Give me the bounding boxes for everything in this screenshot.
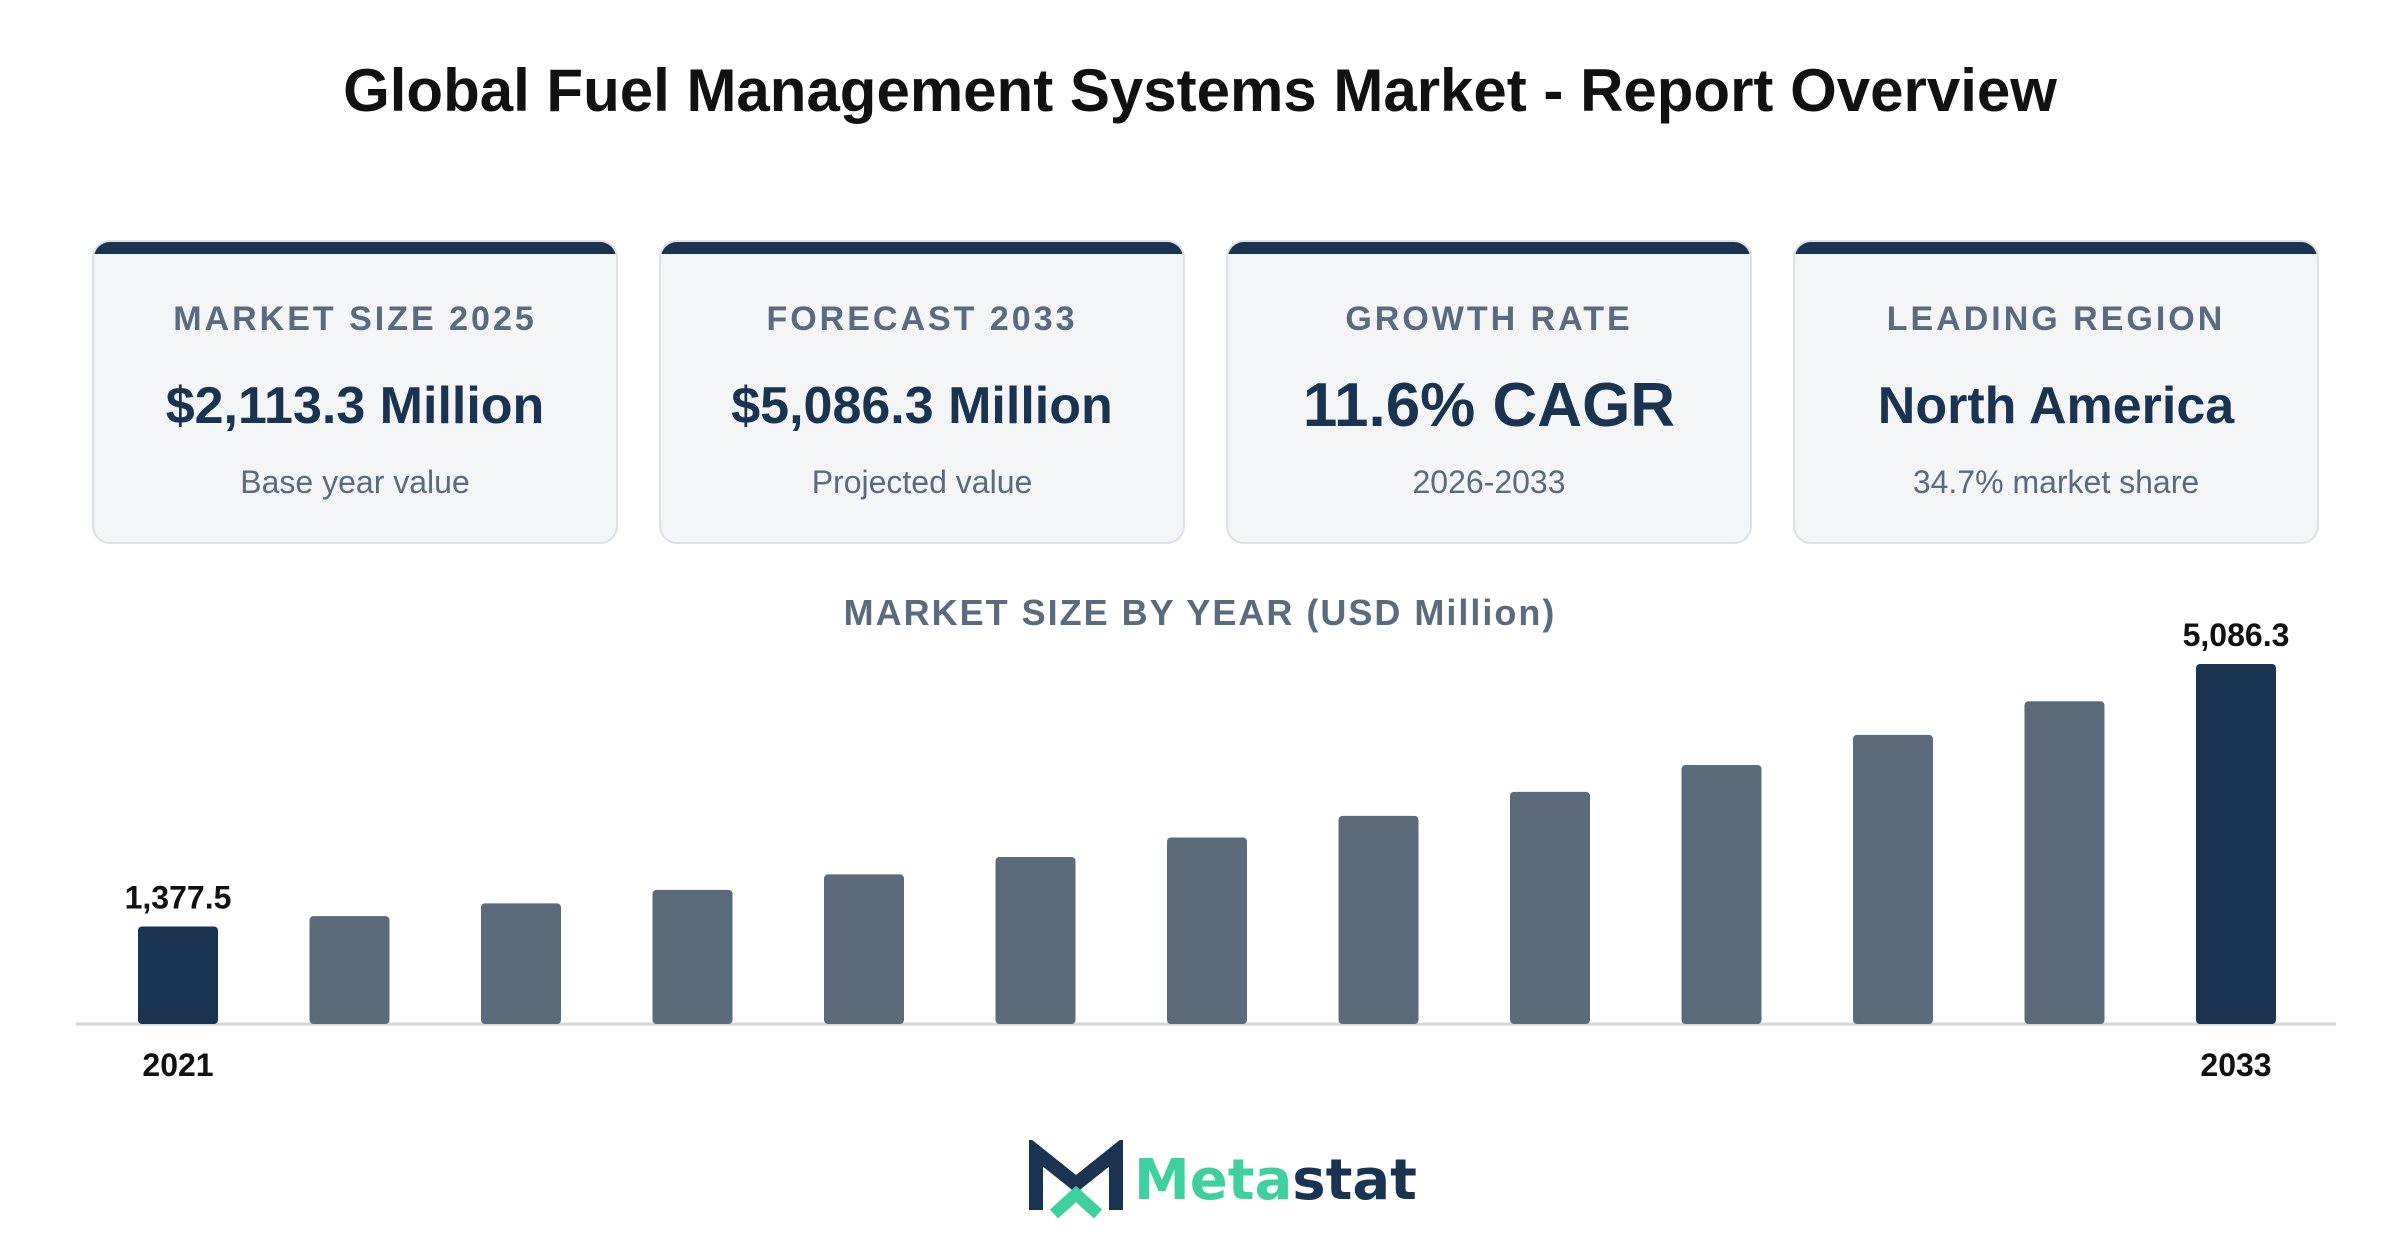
bar-2021	[138, 926, 218, 1024]
summary-cards: MARKET SIZE 2025 $2,113.3 Million Base y…	[92, 240, 2320, 544]
card-label: FORECAST 2033	[766, 300, 1078, 338]
card-value: North America	[1877, 377, 2235, 435]
card-subtitle: 2026-2033	[1412, 464, 1566, 500]
logo-text-meta: Meta	[1134, 1148, 1293, 1213]
card-label: LEADING REGION	[1886, 300, 2226, 338]
page-title: Global Fuel Management Systems Market - …	[343, 57, 2057, 124]
chart-title: MARKET SIZE BY YEAR (USD Million)	[843, 592, 1557, 633]
metastat-logo: Metastat	[1028, 1137, 1417, 1220]
card-value: 11.6% CAGR	[1302, 371, 1676, 440]
card-accent-bar	[661, 242, 1183, 254]
bar-2027	[1167, 837, 1247, 1024]
bar-2033	[2196, 664, 2276, 1024]
logo-wordmark: Metastat	[1134, 1148, 1417, 1213]
card-value: $2,113.3 Million	[165, 377, 545, 435]
leading-region-card: LEADING REGION North America 34.7% marke…	[1793, 240, 2319, 544]
bar-2023	[481, 903, 561, 1024]
bar-2025	[824, 874, 904, 1024]
card-value: $5,086.3 Million	[731, 377, 1113, 435]
bar-2031	[1853, 734, 1933, 1024]
x-tick-label-2021: 2021	[142, 1047, 213, 1083]
bar-2026	[995, 856, 1076, 1024]
card-subtitle: Projected value	[811, 464, 1033, 500]
data-label-2021: 1,377.5	[125, 880, 232, 916]
bar-2030	[1681, 764, 1762, 1024]
bar-2022	[309, 916, 390, 1024]
card-accent-bar	[94, 242, 616, 254]
bar-2028	[1338, 815, 1419, 1024]
x-tick-label-2033: 2033	[2200, 1047, 2271, 1083]
growth-rate-card: GROWTH RATE 11.6% CAGR 2026-2033	[1226, 240, 1752, 544]
card-accent-bar	[1795, 242, 2317, 254]
market-size-card: MARKET SIZE 2025 $2,113.3 Million Base y…	[92, 240, 618, 544]
card-accent-bar	[1228, 242, 1750, 254]
bar-2032	[2024, 701, 2105, 1024]
card-label: MARKET SIZE 2025	[173, 300, 537, 338]
card-subtitle: 34.7% market share	[1912, 464, 2200, 500]
bar-2029	[1510, 791, 1590, 1024]
card-subtitle: Base year value	[240, 464, 470, 500]
metastat-logo-icon	[1029, 1137, 1123, 1219]
forecast-card: FORECAST 2033 $5,086.3 Million Projected…	[659, 240, 1185, 544]
market-size-bar-chart: 1,377.5 2021 5,086.3 2033	[76, 617, 2336, 1083]
card-label: GROWTH RATE	[1345, 300, 1633, 338]
bar-2024	[652, 889, 733, 1024]
data-label-2033: 5,086.3	[2183, 617, 2290, 653]
logo-text-stat: stat	[1292, 1148, 1417, 1213]
